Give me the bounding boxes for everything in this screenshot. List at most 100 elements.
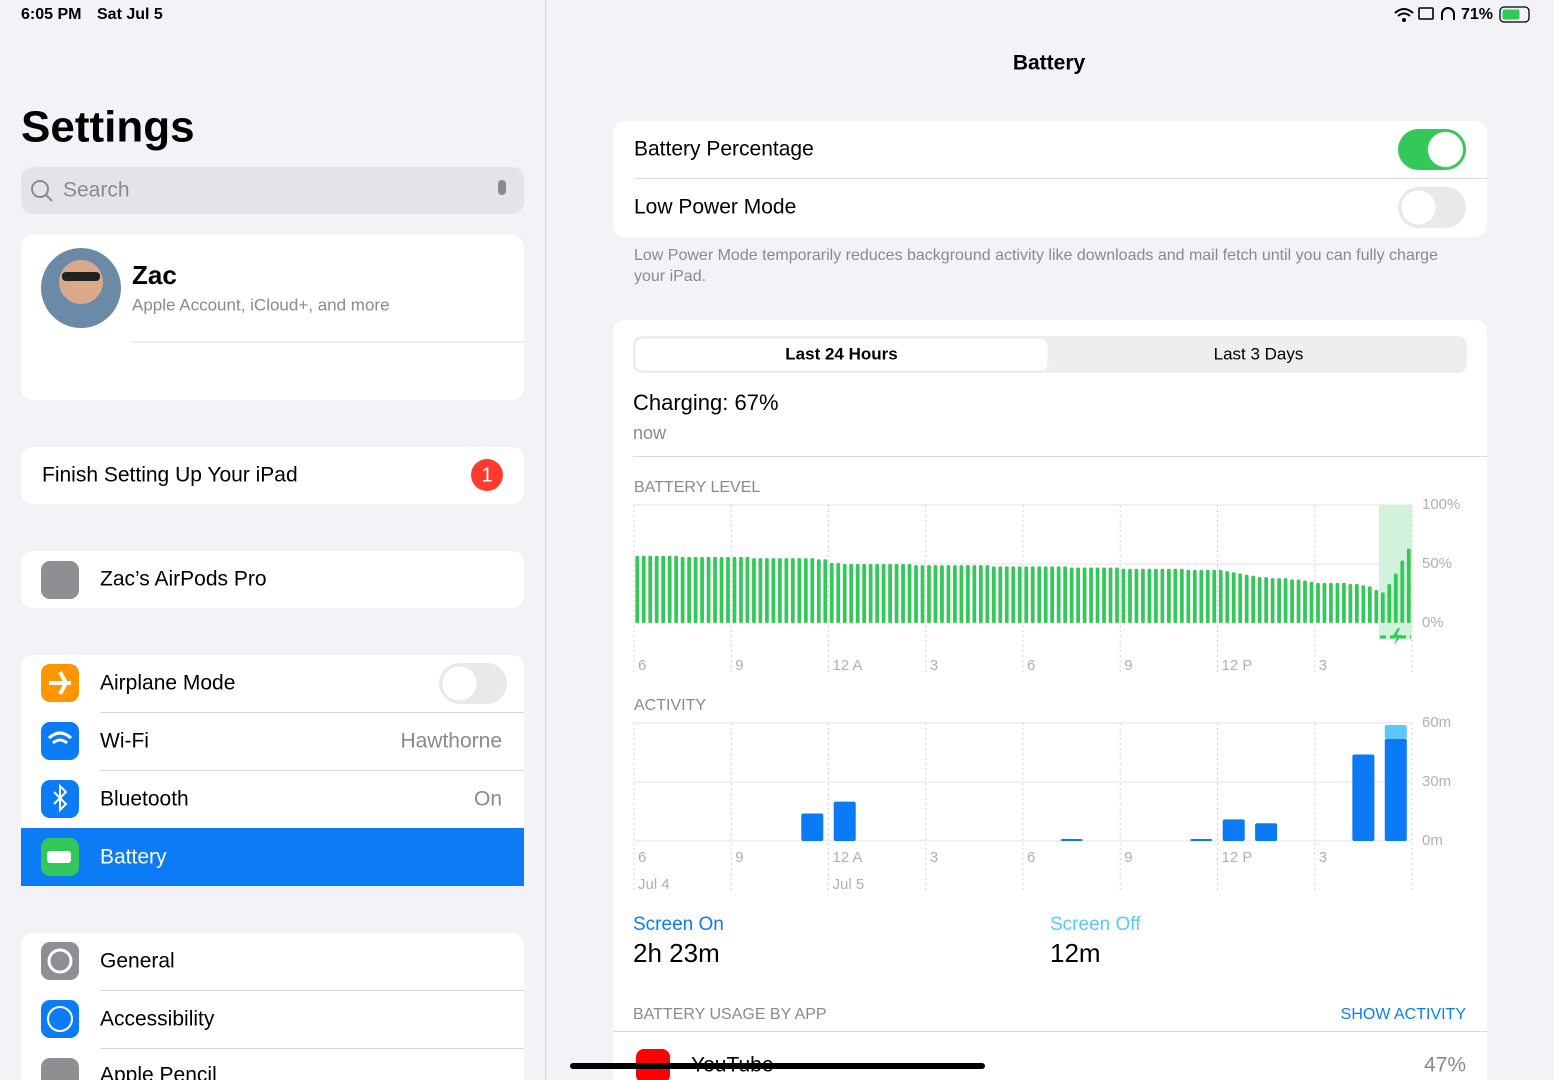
device-row[interactable] <box>21 551 524 608</box>
bar <box>1283 578 1288 623</box>
bar <box>1095 567 1100 623</box>
row-label: Airplane Mode <box>100 672 235 695</box>
bar <box>1089 567 1093 623</box>
bar <box>771 558 776 623</box>
bar <box>1322 582 1327 623</box>
bar <box>1060 839 1083 841</box>
bar <box>1179 568 1184 623</box>
badge-count: 1 <box>481 464 492 486</box>
search-field[interactable] <box>21 167 524 214</box>
toggle[interactable] <box>1398 129 1466 170</box>
bar <box>1030 566 1035 623</box>
bar <box>946 565 951 623</box>
setup-label: Finish Setting Up Your iPad <box>42 464 298 487</box>
bar <box>1186 569 1191 623</box>
footnote: Low Power Mode temporarily reduces backg… <box>634 247 1438 285</box>
bar <box>1251 575 1256 623</box>
bar <box>784 558 789 623</box>
bar <box>1342 582 1346 623</box>
search-icon <box>31 180 49 198</box>
bar <box>862 564 867 623</box>
x-tick-label: 9 <box>1124 657 1132 674</box>
bar <box>1102 567 1106 623</box>
bar <box>836 562 841 623</box>
bar <box>739 556 743 623</box>
segment-label[interactable]: Last 3 Days <box>1214 344 1304 363</box>
chart-title: BATTERY LEVEL <box>634 479 760 496</box>
bar <box>868 564 873 623</box>
toggle-knob <box>1400 189 1437 226</box>
bar <box>1199 569 1204 623</box>
x-tick-label: 6 <box>1027 849 1035 866</box>
bar <box>1309 581 1314 623</box>
bar <box>1387 584 1392 623</box>
y-tick-label: 100% <box>1422 496 1460 513</box>
bar <box>933 565 938 623</box>
badge <box>471 459 503 491</box>
y-tick-label: 50% <box>1422 555 1452 572</box>
app-share: 47% <box>1424 1054 1466 1077</box>
x-tick-label: 6 <box>1027 657 1035 674</box>
bar <box>1367 586 1372 623</box>
airplay-icon <box>1418 7 1434 20</box>
x-tick-label: 6 <box>638 849 646 866</box>
mic-icon <box>498 180 506 195</box>
bar <box>713 556 717 623</box>
bar <box>1231 572 1236 623</box>
bar <box>1225 571 1230 623</box>
bar <box>1222 819 1245 841</box>
bar <box>1050 566 1055 623</box>
bar <box>881 564 886 623</box>
bar <box>842 564 847 623</box>
account-card[interactable] <box>21 235 524 400</box>
setup-row[interactable] <box>21 447 524 504</box>
bar <box>849 564 854 623</box>
legend-total: 12m <box>1050 938 1101 968</box>
bar <box>1238 573 1243 623</box>
bar <box>1270 578 1275 623</box>
row-label: Accessibility <box>100 1008 215 1031</box>
bar <box>1277 578 1281 623</box>
x-tick-label: 12 P <box>1222 849 1253 866</box>
system-group <box>21 933 524 1080</box>
x-tick-label: 6 <box>638 657 646 674</box>
bar <box>855 564 860 623</box>
airplane-toggle[interactable] <box>439 663 507 704</box>
bar <box>726 556 730 623</box>
y-tick-label: 0m <box>1422 832 1443 849</box>
general-icon <box>41 942 79 980</box>
status-time: 6:05 PM <box>21 6 81 23</box>
date-label: Jul 5 <box>833 876 865 893</box>
bar <box>1063 566 1068 623</box>
status-date: Sat Jul 5 <box>97 6 163 23</box>
row-label: General <box>100 950 175 973</box>
segment-label[interactable]: Last 24 Hours <box>785 344 897 363</box>
bar <box>1296 579 1301 623</box>
bar <box>687 556 691 623</box>
x-tick-label: 12 P <box>1222 657 1253 674</box>
legend-total: 2h 23m <box>633 938 720 968</box>
x-tick-label: 9 <box>1124 849 1132 866</box>
setting-label: Low Power Mode <box>634 196 796 219</box>
toggle[interactable] <box>1398 187 1466 228</box>
bar <box>927 565 931 623</box>
show-activity[interactable]: SHOW ACTIVITY <box>1341 1006 1467 1023</box>
row-value: Hawthorne <box>400 730 502 753</box>
bar <box>907 564 912 623</box>
x-tick-label: 12 A <box>833 657 863 674</box>
bar <box>1024 566 1029 623</box>
bar <box>1128 568 1132 623</box>
bar <box>1244 574 1249 623</box>
battery-glyph <box>47 851 71 863</box>
bar <box>693 556 698 623</box>
bar <box>797 558 802 623</box>
bar <box>1115 567 1119 623</box>
bar <box>978 565 983 623</box>
account-name: Zac <box>132 260 177 290</box>
bar <box>972 565 977 623</box>
gear-glyph <box>47 948 73 974</box>
bar <box>1037 566 1042 623</box>
x-tick-label: 12 A <box>833 849 863 866</box>
